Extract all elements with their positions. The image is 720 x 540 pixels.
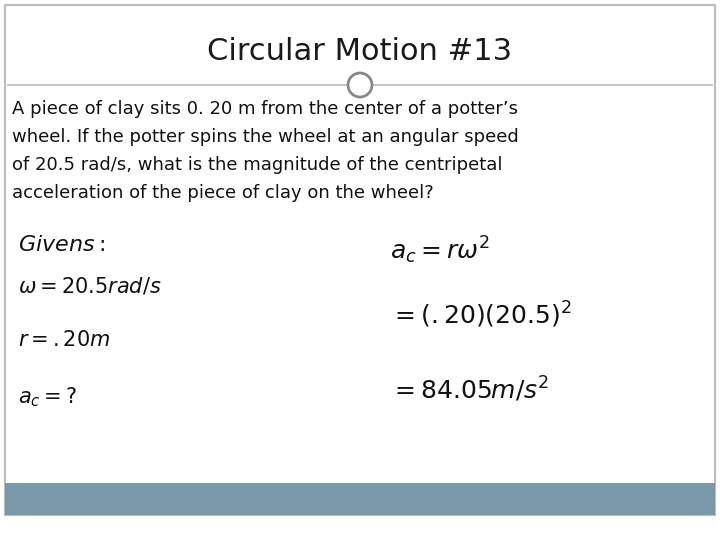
Text: $a_c = r\omega^2$: $a_c = r\omega^2$ bbox=[390, 235, 490, 266]
Text: $a_c = ?$: $a_c = ?$ bbox=[18, 385, 76, 409]
Text: $\mathit{Givens}:$: $\mathit{Givens}:$ bbox=[18, 235, 105, 255]
Text: wheel. If the potter spins the wheel at an angular speed: wheel. If the potter spins the wheel at … bbox=[12, 128, 518, 146]
Text: $= 84.05m/s^2$: $= 84.05m/s^2$ bbox=[390, 375, 549, 404]
Text: $\omega = 20.5rad/s$: $\omega = 20.5rad/s$ bbox=[18, 275, 162, 296]
Text: A piece of clay sits 0. 20 m from the center of a potter’s: A piece of clay sits 0. 20 m from the ce… bbox=[12, 100, 518, 118]
Text: acceleration of the piece of clay on the wheel?: acceleration of the piece of clay on the… bbox=[12, 184, 433, 202]
Circle shape bbox=[348, 73, 372, 97]
Text: Circular Motion #13: Circular Motion #13 bbox=[207, 37, 513, 66]
Text: of 20.5 rad/s, what is the magnitude of the centripetal: of 20.5 rad/s, what is the magnitude of … bbox=[12, 156, 503, 174]
Text: $r = .20m$: $r = .20m$ bbox=[18, 330, 110, 350]
FancyBboxPatch shape bbox=[5, 5, 715, 515]
FancyBboxPatch shape bbox=[5, 483, 715, 515]
Text: $= (.20)(20.5)^2$: $= (.20)(20.5)^2$ bbox=[390, 300, 572, 330]
